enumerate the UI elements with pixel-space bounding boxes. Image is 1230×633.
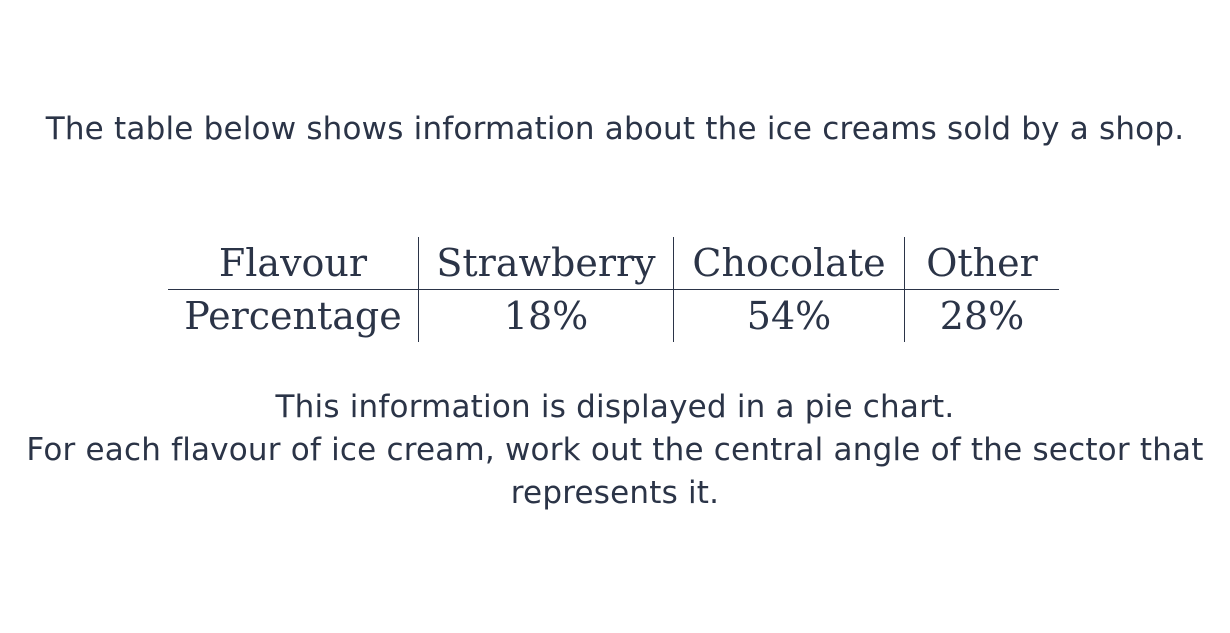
table-cell-other-value: 28%	[939, 294, 1025, 338]
table-cell-strawberry-value: 18%	[418, 289, 674, 342]
table-cell-strawberry: Strawberry	[418, 237, 674, 290]
table-cell-chocolate-value: 54%	[673, 289, 905, 342]
table-value-row: Percentage 18% 54% 28%	[168, 289, 1059, 342]
table-cell-chocolate: Chocolate	[673, 237, 905, 290]
table-cell-other: Other	[904, 237, 1059, 290]
table-header-row: Flavour Strawberry Chocolate Other	[168, 237, 1059, 290]
table-cell-flavour-label: Flavour	[168, 237, 419, 290]
flavour-percentage-table: Flavour Strawberry Chocolate Other Perce…	[168, 237, 1059, 342]
pie-chart-statement: This information is displayed in a pie c…	[275, 389, 955, 425]
intro-text: The table below shows information about …	[45, 111, 1185, 147]
instructions: This information is displayed in a pie c…	[20, 386, 1210, 515]
task-statement: For each flavour of ice cream, work out …	[26, 432, 1204, 511]
table-cell-percentage-label: Percentage	[168, 289, 419, 342]
